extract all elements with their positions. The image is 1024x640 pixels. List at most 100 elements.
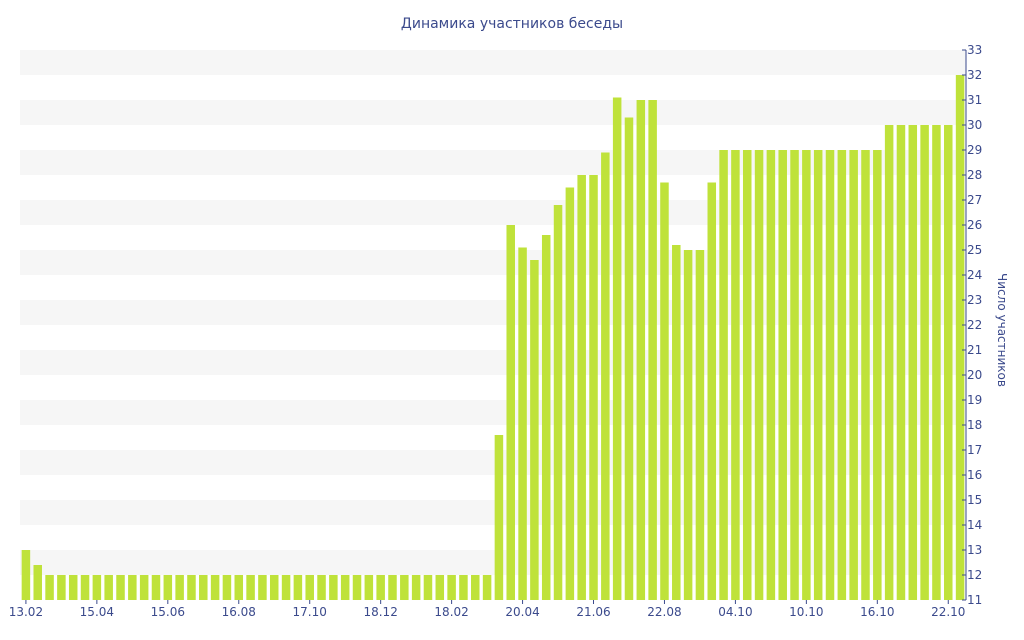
bar bbox=[778, 150, 787, 600]
grid-band bbox=[20, 500, 966, 525]
y-axis-ticks: 11 12 13 14 15 16 17 18 19 20 21 22 23 24 25 26 27 28 29 30… bbox=[962, 43, 982, 607]
bar bbox=[506, 225, 515, 600]
bar bbox=[45, 575, 54, 600]
x-tick-label: 18.02 bbox=[434, 605, 468, 619]
y-tick-label: 24 bbox=[967, 268, 982, 282]
bar bbox=[222, 575, 232, 600]
x-tick-label: 15.04 bbox=[80, 605, 114, 619]
bar bbox=[790, 150, 799, 600]
bar bbox=[364, 575, 374, 600]
bar bbox=[601, 152, 610, 600]
bar bbox=[612, 97, 622, 600]
bar bbox=[139, 575, 149, 600]
bar bbox=[802, 150, 811, 600]
y-tick-label: 22 bbox=[967, 318, 982, 332]
x-tick-label: 10.10 bbox=[789, 605, 823, 619]
bar bbox=[577, 175, 586, 600]
bar bbox=[388, 575, 397, 600]
bar bbox=[305, 575, 314, 600]
x-tick-label: 22.08 bbox=[647, 605, 681, 619]
y-tick-label: 16 bbox=[967, 468, 982, 482]
grid-band bbox=[20, 300, 966, 325]
y-tick-label: 15 bbox=[967, 493, 982, 507]
y-tick-label: 23 bbox=[967, 293, 982, 307]
bar bbox=[104, 575, 113, 600]
y-tick-label: 25 bbox=[967, 243, 982, 257]
x-tick-label: 16.10 bbox=[860, 605, 894, 619]
bar bbox=[459, 575, 468, 600]
y-tick-label: 20 bbox=[967, 368, 982, 382]
bar bbox=[944, 125, 953, 600]
bar bbox=[234, 575, 244, 600]
bar bbox=[813, 150, 823, 600]
y-tick-label: 13 bbox=[967, 543, 982, 557]
bar bbox=[589, 175, 598, 600]
bar bbox=[920, 125, 929, 600]
bar bbox=[281, 575, 291, 600]
bar bbox=[908, 125, 918, 600]
grid-band bbox=[20, 50, 966, 75]
bar bbox=[246, 575, 255, 600]
bar bbox=[683, 250, 693, 600]
bar bbox=[471, 575, 480, 600]
x-tick-label: 22.10 bbox=[931, 605, 965, 619]
bars-group bbox=[21, 75, 965, 600]
bar bbox=[199, 575, 208, 600]
bar bbox=[411, 575, 421, 600]
bar bbox=[837, 150, 847, 600]
bar bbox=[329, 575, 338, 600]
bar bbox=[884, 125, 894, 600]
y-tick-label: 30 bbox=[967, 118, 982, 132]
bar bbox=[423, 575, 433, 600]
bar bbox=[766, 150, 776, 600]
grid-band bbox=[20, 350, 966, 375]
bar bbox=[258, 575, 267, 600]
bar bbox=[648, 100, 657, 600]
y-tick-label: 17 bbox=[967, 443, 982, 457]
bar bbox=[955, 75, 965, 600]
bar bbox=[57, 575, 66, 600]
bar bbox=[352, 575, 362, 600]
bar bbox=[825, 150, 835, 600]
bar bbox=[269, 575, 279, 600]
x-tick-label: 17.10 bbox=[293, 605, 327, 619]
x-tick-label: 13.02 bbox=[9, 605, 43, 619]
bar bbox=[376, 575, 385, 600]
bar bbox=[742, 150, 752, 600]
x-tick-label: 04.10 bbox=[718, 605, 752, 619]
grid-band bbox=[20, 400, 966, 425]
bar bbox=[68, 575, 78, 600]
y-tick-label: 33 bbox=[967, 43, 982, 57]
bar bbox=[340, 575, 350, 600]
y-tick-label: 29 bbox=[967, 143, 982, 157]
bar bbox=[435, 575, 445, 600]
bar bbox=[624, 117, 634, 600]
grid-band bbox=[20, 200, 966, 225]
bar bbox=[849, 150, 858, 600]
bar bbox=[92, 575, 102, 600]
bar bbox=[660, 182, 669, 600]
bar bbox=[731, 150, 740, 600]
y-tick-label: 26 bbox=[967, 218, 982, 232]
grid-band bbox=[20, 250, 966, 275]
bar bbox=[21, 550, 31, 600]
bar bbox=[565, 187, 575, 600]
y-tick-label: 19 bbox=[967, 393, 982, 407]
grid-band bbox=[20, 450, 966, 475]
bar bbox=[128, 575, 137, 600]
bar bbox=[636, 100, 646, 600]
bar bbox=[293, 575, 303, 600]
bar bbox=[116, 575, 125, 600]
bar bbox=[861, 150, 870, 600]
bar bbox=[175, 575, 184, 600]
grid-band bbox=[20, 550, 966, 575]
y-axis-label: Число участников bbox=[995, 273, 1009, 387]
bar bbox=[447, 575, 456, 600]
bar bbox=[33, 565, 42, 600]
y-tick-label: 18 bbox=[967, 418, 982, 432]
grid-bands bbox=[20, 50, 966, 575]
grid-band bbox=[20, 150, 966, 175]
bar bbox=[553, 205, 563, 600]
y-tick-label: 14 bbox=[967, 518, 982, 532]
